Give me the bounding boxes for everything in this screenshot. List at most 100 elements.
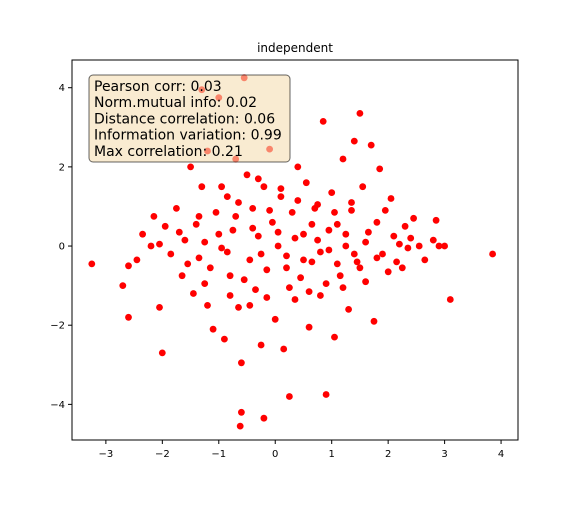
- data-point: [280, 345, 288, 353]
- data-point: [175, 228, 183, 236]
- data-point: [286, 284, 293, 291]
- data-point: [446, 296, 454, 303]
- data-point: [294, 163, 302, 171]
- data-point: [212, 209, 220, 216]
- data-point: [238, 359, 245, 367]
- data-point: [139, 230, 147, 238]
- data-point: [379, 250, 386, 258]
- axes-frame: [71, 59, 519, 441]
- y-tick-label: −4: [50, 400, 65, 411]
- data-point: [396, 240, 403, 248]
- data-point: [266, 207, 273, 214]
- y-tick-label: 2: [59, 162, 65, 173]
- data-point: [201, 238, 209, 246]
- data-point: [331, 209, 338, 216]
- data-point: [246, 256, 254, 264]
- data-point: [181, 236, 189, 244]
- data-point: [305, 288, 313, 295]
- data-point: [238, 408, 245, 416]
- data-point: [322, 391, 330, 398]
- data-point: [317, 292, 324, 299]
- data-point: [350, 137, 358, 145]
- data-point: [345, 306, 352, 313]
- annotation-line: Distance correlation: 0.06: [94, 111, 275, 127]
- data-point: [277, 185, 285, 193]
- data-point: [305, 323, 313, 331]
- data-point: [288, 209, 296, 216]
- data-point: [133, 256, 141, 264]
- x-tick-label: −2: [155, 449, 170, 460]
- points-layer: [88, 74, 496, 430]
- data-point: [218, 183, 226, 191]
- data-point: [325, 226, 333, 234]
- data-point: [218, 244, 226, 252]
- data-point: [167, 250, 175, 258]
- data-point: [353, 258, 361, 266]
- data-point: [359, 183, 367, 191]
- data-point: [328, 189, 336, 197]
- data-point: [184, 260, 192, 268]
- data-point: [263, 294, 271, 301]
- data-point: [314, 201, 321, 208]
- x-tick-label: 2: [385, 449, 391, 460]
- data-point: [178, 272, 186, 280]
- data-point: [246, 302, 254, 309]
- x-tick-label: 1: [329, 449, 335, 460]
- data-point: [150, 213, 158, 220]
- data-point: [342, 242, 350, 250]
- data-point: [367, 141, 375, 149]
- data-point: [429, 236, 437, 244]
- data-point: [362, 278, 369, 286]
- data-point: [294, 197, 302, 204]
- data-point: [333, 220, 341, 228]
- data-point: [274, 242, 282, 250]
- data-point: [342, 230, 350, 238]
- data-point: [173, 205, 180, 212]
- data-point: [229, 226, 237, 234]
- data-point: [300, 230, 307, 238]
- data-point: [232, 213, 240, 220]
- annotation-box-frame: [88, 74, 291, 163]
- data-point: [226, 272, 234, 280]
- data-point: [314, 236, 321, 244]
- data-point: [254, 232, 262, 240]
- data-point: [249, 224, 257, 232]
- data-point: [373, 218, 381, 226]
- x-tick-label: −3: [98, 449, 113, 460]
- data-point: [350, 250, 358, 258]
- data-point: [384, 268, 392, 276]
- data-point: [254, 175, 262, 183]
- data-point: [235, 304, 242, 311]
- data-point: [308, 220, 316, 228]
- data-point: [356, 110, 364, 117]
- data-point: [257, 341, 265, 349]
- data-point: [274, 228, 282, 236]
- data-point: [348, 199, 355, 206]
- data-point: [336, 272, 344, 280]
- data-point: [198, 183, 206, 191]
- data-point: [302, 179, 310, 187]
- data-point: [187, 163, 195, 171]
- data-point: [240, 276, 248, 284]
- data-point: [421, 256, 429, 264]
- annotation-line: Norm.mutual info: 0.02: [94, 95, 257, 111]
- data-point: [362, 238, 369, 246]
- data-point: [441, 242, 448, 250]
- data-point: [325, 246, 333, 254]
- data-point: [300, 256, 307, 264]
- data-point: [223, 248, 231, 256]
- data-point: [415, 242, 423, 250]
- data-point: [260, 183, 268, 191]
- data-point: [393, 258, 400, 266]
- data-point: [125, 313, 132, 321]
- data-point: [119, 282, 127, 289]
- x-tick-label: 3: [441, 449, 447, 460]
- data-point: [308, 258, 316, 266]
- data-point: [206, 264, 214, 272]
- data-point: [398, 264, 406, 272]
- data-point: [370, 317, 378, 325]
- data-point: [339, 155, 347, 163]
- data-point: [156, 240, 163, 248]
